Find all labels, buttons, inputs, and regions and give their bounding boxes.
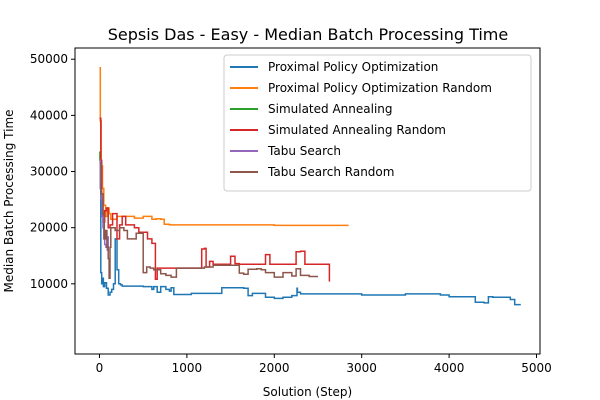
x-tick-label: 3000 [346,361,377,375]
x-axis-label: Solution (Step) [263,385,352,399]
y-axis-label: Median Batch Processing Time [2,109,16,292]
y-tick-label: 40000 [30,108,68,122]
y-tick-label: 10000 [30,277,68,291]
chart-title: Sepsis Das - Easy - Median Batch Process… [108,25,508,44]
y-tick-label: 50000 [30,52,68,66]
legend-box [223,54,532,192]
x-tick-label: 2000 [259,361,290,375]
y-tick-label: 30000 [30,165,68,179]
legend-entry-label: Simulated Annealing Random [268,123,446,137]
series-line-5 [99,162,318,279]
x-tick-label: 0 [96,361,104,375]
legend-entry-label: Proximal Policy Optimization Random [268,81,492,95]
legend-entry-label: Tabu Search [267,144,341,158]
x-tick-label: 1000 [172,361,203,375]
legend: Proximal Policy Optimization Proximal Pol… [223,54,532,192]
x-axis: 0 1000 2000 3000 4000 5000 [96,354,552,375]
plot-lines [99,66,521,306]
legend-entry-label: Tabu Search Random [267,165,394,179]
legend-entry-label: Simulated Annealing [268,102,393,116]
series-line-3 [99,117,331,282]
x-tick-label: 5000 [521,361,552,375]
series-line-0 [99,159,521,306]
y-axis: 10000 20000 30000 40000 50000 [30,52,75,291]
legend-entry-label: Proximal Policy Optimization [268,60,438,74]
plot-frame [74,47,541,355]
y-tick-label: 20000 [30,221,68,235]
x-tick-label: 4000 [434,361,465,375]
